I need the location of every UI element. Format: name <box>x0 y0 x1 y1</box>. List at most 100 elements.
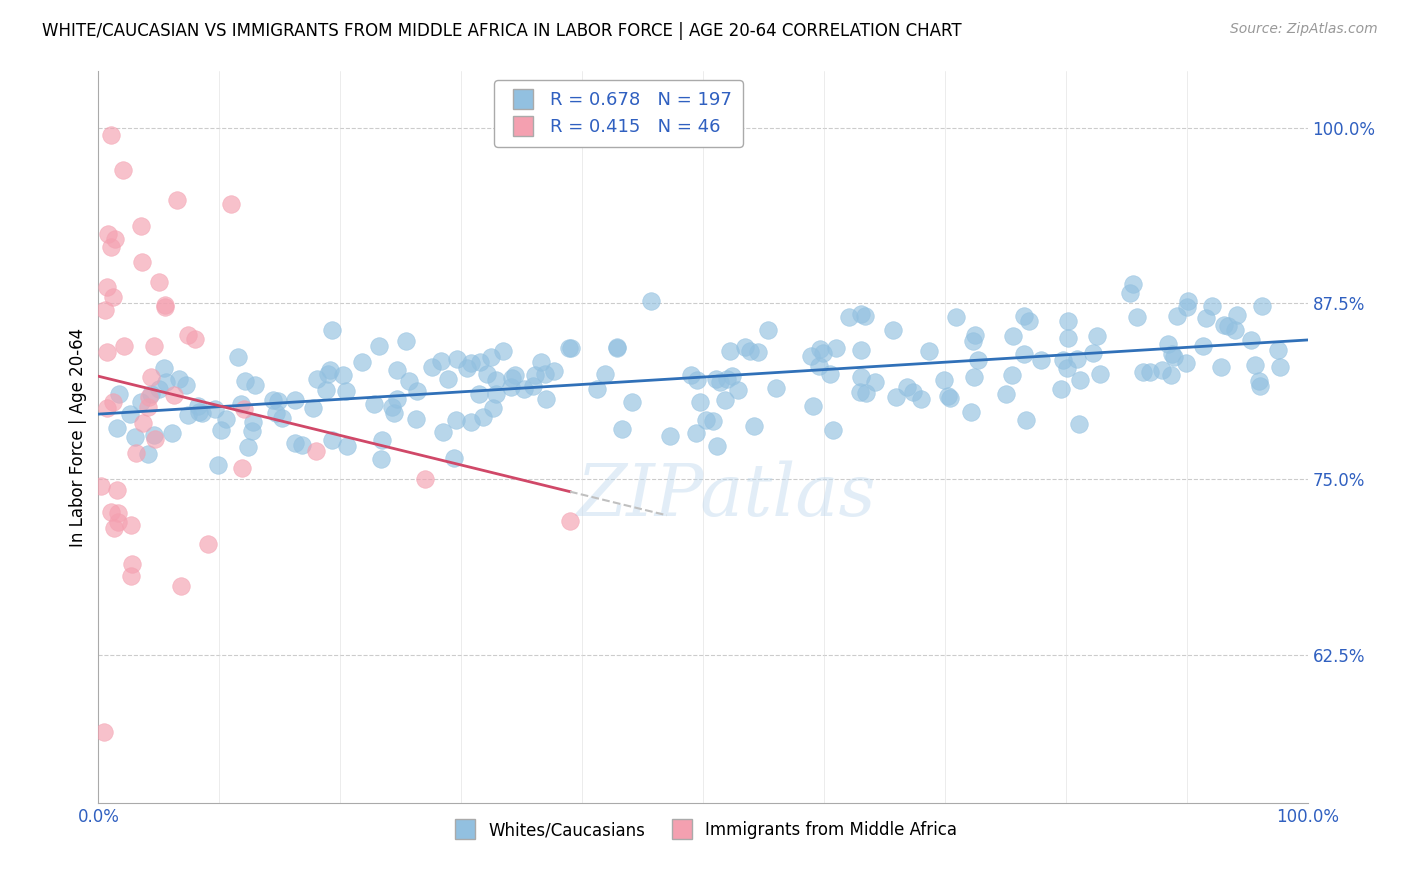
Point <box>685 425 707 440</box>
Point <box>945 310 967 324</box>
Point <box>820 367 842 381</box>
Point <box>686 373 709 387</box>
Point <box>1175 300 1198 314</box>
Point <box>290 438 312 452</box>
Point <box>606 340 628 354</box>
Point <box>307 372 329 386</box>
Point <box>1001 328 1024 343</box>
Point <box>385 392 408 407</box>
Point <box>460 356 482 370</box>
Point <box>536 392 558 407</box>
Point <box>593 367 616 381</box>
Point <box>233 374 256 388</box>
Point <box>896 380 918 394</box>
Point <box>910 392 932 406</box>
Point <box>679 368 702 382</box>
Point <box>243 378 266 392</box>
Point <box>120 568 142 582</box>
Point <box>849 343 872 357</box>
Point <box>530 355 553 369</box>
Point <box>1201 299 1223 313</box>
Point <box>120 517 142 532</box>
Point <box>851 307 873 321</box>
Point <box>742 418 765 433</box>
Point <box>352 355 374 369</box>
Point <box>1012 347 1035 361</box>
Point <box>148 382 170 396</box>
Point <box>485 373 508 387</box>
Point <box>143 427 166 442</box>
Point <box>963 370 986 384</box>
Point <box>1057 314 1080 328</box>
Point <box>1163 351 1185 365</box>
Point <box>96 401 118 415</box>
Point <box>1166 310 1188 324</box>
Point <box>420 359 443 374</box>
Point <box>163 388 186 402</box>
Point <box>1052 353 1074 368</box>
Point <box>758 323 780 337</box>
Point <box>994 387 1017 401</box>
Point <box>437 372 460 386</box>
Point <box>104 232 127 246</box>
Point <box>560 342 582 356</box>
Point <box>131 255 153 269</box>
Point <box>398 374 420 388</box>
Point <box>139 369 162 384</box>
Text: ZIPatlas: ZIPatlas <box>578 460 877 531</box>
Point <box>228 350 250 364</box>
Point <box>141 386 163 401</box>
Point <box>301 401 323 416</box>
Point <box>413 472 436 486</box>
Point <box>153 360 176 375</box>
Point <box>138 391 160 405</box>
Point <box>849 385 872 400</box>
Point <box>170 579 193 593</box>
Point <box>695 413 717 427</box>
Point <box>1161 347 1184 361</box>
Point <box>747 345 769 359</box>
Point <box>284 435 307 450</box>
Point <box>1267 343 1289 357</box>
Point <box>94 302 117 317</box>
Point <box>363 397 385 411</box>
Point <box>1090 367 1112 381</box>
Point <box>1119 285 1142 300</box>
Point <box>558 341 581 355</box>
Point <box>107 516 129 530</box>
Point <box>370 452 392 467</box>
Point <box>129 219 152 233</box>
Point <box>1122 277 1144 292</box>
Point <box>513 383 536 397</box>
Point <box>229 397 252 411</box>
Point <box>811 346 834 360</box>
Point <box>142 339 165 353</box>
Point <box>1018 314 1040 328</box>
Point <box>264 407 287 421</box>
Point <box>716 372 738 386</box>
Point <box>709 376 731 390</box>
Point <box>853 309 876 323</box>
Point <box>1067 417 1090 432</box>
Point <box>232 401 254 416</box>
Point <box>903 385 925 400</box>
Point <box>1174 356 1197 370</box>
Point <box>477 368 499 382</box>
Point <box>190 407 212 421</box>
Point <box>800 349 823 363</box>
Point <box>734 340 756 354</box>
Text: Source: ZipAtlas.com: Source: ZipAtlas.com <box>1230 22 1378 37</box>
Point <box>456 361 478 376</box>
Point <box>384 406 406 420</box>
Point <box>219 196 242 211</box>
Point <box>659 428 682 442</box>
Point <box>395 334 418 348</box>
Point <box>305 444 328 458</box>
Point <box>174 378 197 392</box>
Point <box>105 483 128 497</box>
Point <box>1001 368 1024 383</box>
Point <box>405 411 427 425</box>
Point <box>266 393 288 408</box>
Point <box>187 400 209 414</box>
Point <box>585 382 607 396</box>
